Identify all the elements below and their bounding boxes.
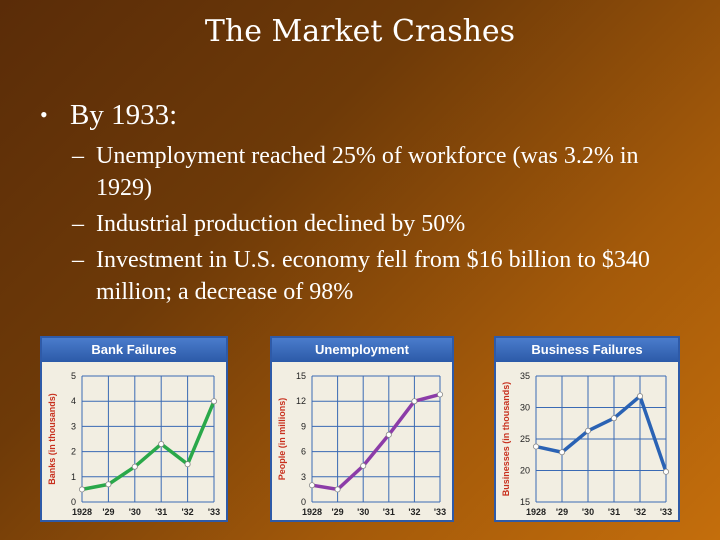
business-failures-plot: 15 20 25 30 35 1928 '29 '30 '31 '32 '33 Businesses … [501, 371, 672, 517]
y-tick-label: 6 [301, 447, 306, 457]
sub-bullet-text: Investment in U.S. economy fell from $16… [96, 247, 650, 305]
chart-title: Business Failures [496, 338, 678, 362]
sub-bullet-text: Unemployment reached 25% of workforce (w… [96, 143, 639, 201]
data-point [559, 449, 566, 456]
data-point [662, 468, 669, 475]
unemployment-chart: Unemployment 0 3 6 9 12 15 1928 '29 '30 '31 '32 '33… [270, 336, 454, 522]
x-tick-label: '31 [383, 507, 395, 517]
x-tick-label: '29 [102, 507, 114, 517]
y-tick-label: 9 [301, 421, 306, 431]
x-tick-label: '29 [556, 507, 568, 517]
data-point [334, 486, 341, 493]
bullet-dash: – [72, 211, 84, 237]
x-tick-label: 1928 [302, 507, 322, 517]
x-tick-label: '33 [208, 507, 220, 517]
y-tick-label: 3 [301, 472, 306, 482]
data-point [309, 482, 316, 489]
business-failures-chart: Business Failures 15 20 25 30 35 1928 '29 '30 '3… [494, 336, 680, 522]
bullet-dash: – [72, 247, 84, 273]
x-tick-label: '31 [608, 507, 620, 517]
y-tick-label: 5 [71, 371, 76, 381]
y-tick-label: 1 [71, 472, 76, 482]
y-tick-label: 3 [71, 421, 76, 431]
data-point [585, 427, 592, 434]
sub-bullet-list: – Unemployment reached 25% of workforce … [40, 140, 700, 308]
x-tick-label: '32 [634, 507, 646, 517]
data-point [105, 481, 112, 488]
x-tick-label: '33 [660, 507, 672, 517]
sub-bullet: – Investment in U.S. economy fell from $… [72, 244, 700, 308]
y-tick-label: 15 [296, 371, 306, 381]
y-tick-label: 15 [520, 497, 530, 507]
data-point [131, 463, 138, 470]
main-bullet-text: By 1933: [70, 99, 178, 131]
y-tick-label: 4 [71, 396, 76, 406]
x-tick-label: 1928 [526, 507, 546, 517]
x-tick-label: '31 [155, 507, 167, 517]
data-point [411, 398, 418, 405]
bullet-dash: – [72, 143, 84, 169]
y-axis-label: Businesses (in thousands) [501, 382, 511, 497]
y-tick-label: 35 [520, 371, 530, 381]
series-line [534, 394, 668, 474]
bank-failures-plot: 0 1 2 3 4 5 1928 '29 '30 '31 '32 '33 Banks (in thous… [47, 371, 220, 517]
bank-failures-chart: Bank Failures 0 1 2 3 4 5 1928 '29 '30 '31 '32 '33 B… [40, 336, 228, 522]
data-point [636, 393, 643, 400]
data-point [184, 461, 191, 468]
data-point [210, 398, 217, 405]
series-line [80, 399, 216, 492]
x-tick-label: '33 [434, 507, 446, 517]
x-tick-label: 1928 [72, 507, 92, 517]
y-tick-label: 2 [71, 447, 76, 457]
main-bullet: • By 1933: [40, 96, 700, 134]
x-tick-label: '29 [332, 507, 344, 517]
chart-title: Unemployment [272, 338, 452, 362]
y-tick-label: 0 [301, 497, 306, 507]
sub-bullet-text: Industrial production declined by 50% [96, 211, 466, 237]
slide-title: The Market Crashes [204, 14, 516, 49]
y-axis-label: Banks (in thousands) [47, 393, 57, 485]
x-tick-label: '30 [357, 507, 369, 517]
y-tick-label: 30 [520, 403, 530, 413]
y-axis-label: People (in millions) [277, 398, 287, 481]
bullet-dot: • [40, 102, 48, 127]
data-point [385, 431, 392, 438]
data-point [158, 441, 165, 448]
x-tick-label: '30 [129, 507, 141, 517]
y-tick-label: 0 [71, 497, 76, 507]
y-tick-label: 20 [520, 466, 530, 476]
sub-bullet: – Industrial production declined by 50% [72, 208, 700, 240]
x-tick-label: '32 [408, 507, 420, 517]
sub-bullet: – Unemployment reached 25% of workforce … [72, 140, 700, 204]
data-point [79, 486, 86, 493]
data-point [533, 443, 540, 450]
data-point [436, 391, 443, 398]
data-point [611, 415, 618, 422]
x-tick-label: '32 [182, 507, 194, 517]
y-tick-label: 12 [296, 396, 306, 406]
y-tick-label: 25 [520, 434, 530, 444]
unemployment-plot: 0 3 6 9 12 15 1928 '29 '30 '31 '32 '33 People (in mi… [277, 371, 446, 517]
series-line [310, 392, 442, 492]
x-tick-label: '30 [582, 507, 594, 517]
chart-title: Bank Failures [42, 338, 226, 362]
bullet-list: • By 1933: – Unemployment reached 25% of… [40, 96, 700, 312]
data-point [360, 462, 367, 469]
